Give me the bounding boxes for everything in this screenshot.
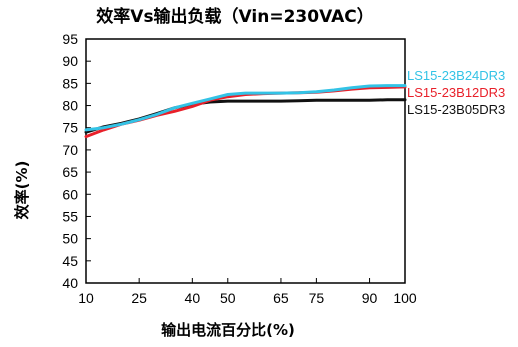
y-tick-label: 70 (62, 142, 78, 158)
plot-area (85, 38, 406, 284)
y-tick-label: 50 (62, 231, 78, 247)
x-tick-label: 90 (362, 290, 378, 306)
y-tick-label: 65 (62, 164, 78, 180)
x-tick-label: 40 (185, 290, 201, 306)
y-tick-label: 85 (62, 75, 78, 91)
chart-title: 效率Vs输出负载（Vin=230VAC） (96, 6, 373, 27)
legend-entry-ls15-23b05dr3: LS15-23B05DR3 (407, 102, 505, 117)
y-tick-label: 95 (62, 31, 78, 47)
x-tick-label: 65 (273, 290, 289, 306)
y-tick-label: 90 (62, 53, 78, 69)
y-tick-label: 55 (62, 208, 78, 224)
y-tick-label: 40 (62, 275, 78, 291)
legend-entry-ls15-23b12dr3: LS15-23B12DR3 (407, 85, 505, 100)
x-tick-label: 25 (131, 290, 147, 306)
y-tick-label: 45 (62, 253, 78, 269)
y-tick-label: 75 (62, 120, 78, 136)
x-tick-label: 100 (393, 290, 417, 306)
x-axis-label: 输出电流百分比(%) (161, 321, 295, 339)
series-line-ls15-23b24dr3 (84, 84, 407, 132)
x-tick-label: 75 (309, 290, 325, 306)
y-axis-label: 效率(%) (13, 161, 31, 220)
x-tick-label: 10 (78, 290, 94, 306)
x-tick-label: 50 (220, 290, 236, 306)
series-line-ls15-23b05dr3 (84, 98, 407, 134)
legend: LS15-23B24DR3 LS15-23B12DR3 LS15-23B05DR3 (407, 68, 505, 117)
y-tick-label: 60 (62, 186, 78, 202)
legend-entry-ls15-23b24dr3: LS15-23B24DR3 (407, 68, 505, 83)
y-tick-label: 80 (62, 98, 78, 114)
x-axis-ticks: 10 25 40 50 65 75 90 100 (78, 278, 417, 306)
y-axis-ticks: 40 45 50 55 60 65 70 75 80 85 90 95 (62, 31, 91, 291)
series-lines (84, 84, 407, 139)
